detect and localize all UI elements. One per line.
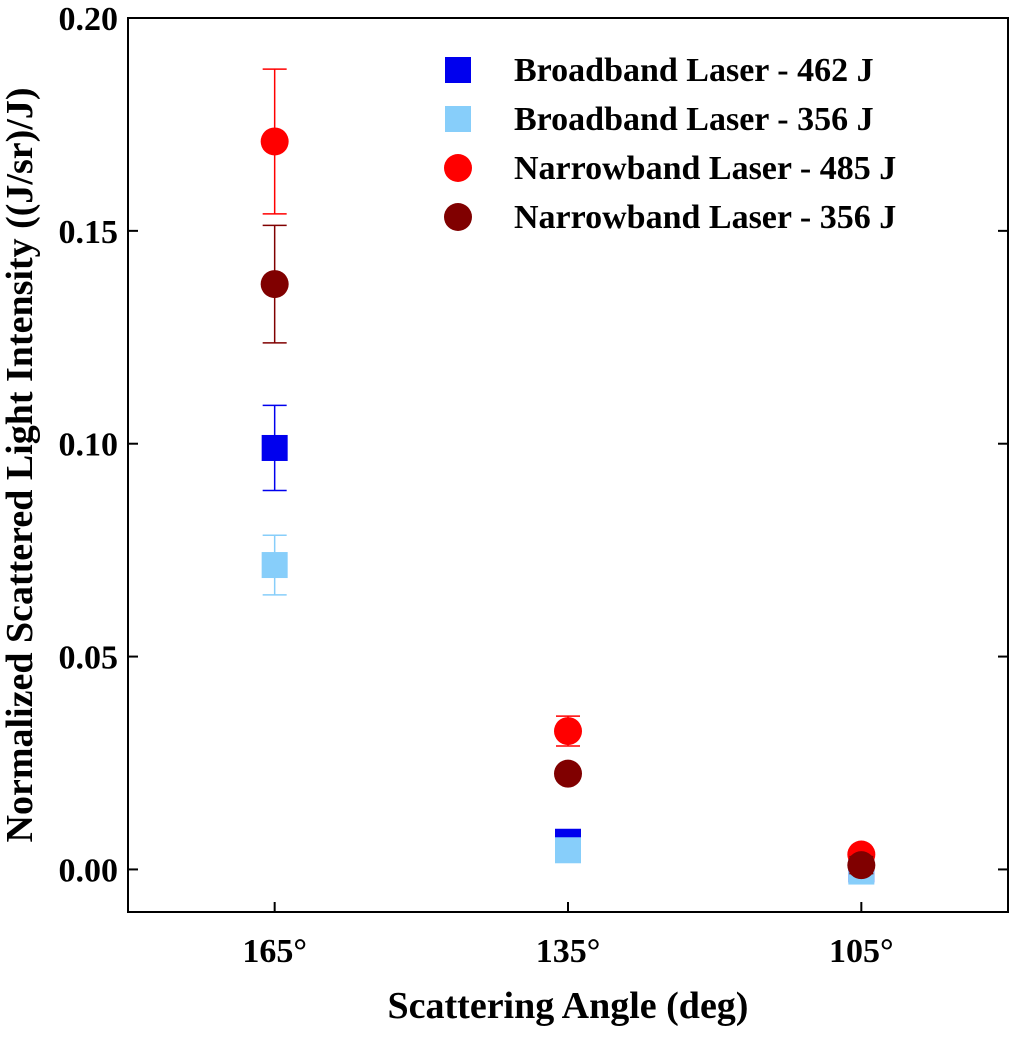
x-axis-label: Scattering Angle (deg): [388, 985, 749, 1027]
y-tick-label: 0.05: [59, 640, 119, 677]
legend-label: Broadband Laser - 462 J: [514, 52, 874, 89]
legend-marker: [445, 57, 471, 83]
data-point: [554, 717, 582, 746]
y-tick-label: 0.00: [59, 852, 119, 889]
y-axis-label: Normalized Scattered Light Intensity ((J…: [0, 88, 41, 843]
y-tick-label: 0.20: [59, 1, 119, 38]
data-point: [261, 434, 288, 461]
legend-label: Broadband Laser - 356 J: [514, 101, 874, 138]
legend-marker: [444, 203, 472, 231]
y-tick-label: 0.15: [59, 214, 119, 251]
data-point: [554, 759, 582, 788]
data-point: [260, 127, 289, 156]
data-point: [261, 552, 288, 579]
y-tick-label: 0.10: [59, 427, 119, 464]
legend-marker: [445, 106, 471, 132]
data-point: [555, 837, 581, 864]
data-point: [260, 270, 289, 299]
data-point: [847, 851, 876, 880]
legend-label: Narrowband Laser - 485 J: [514, 150, 896, 187]
x-tick-label: 135°: [536, 933, 601, 970]
legend-label: Narrowband Laser - 356 J: [514, 199, 896, 236]
legend-marker: [444, 154, 472, 182]
x-tick-label: 105°: [829, 933, 894, 970]
x-tick-label: 165°: [242, 933, 307, 970]
